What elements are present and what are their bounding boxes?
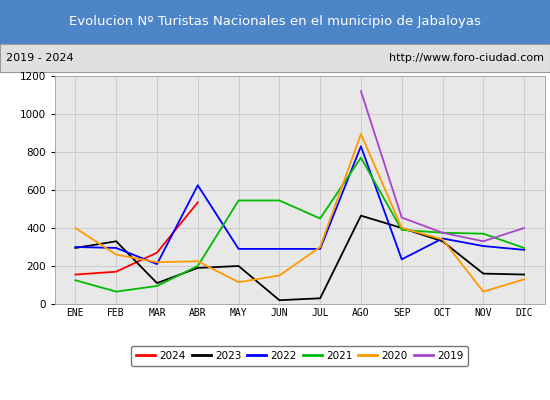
Text: 2019 - 2024: 2019 - 2024 bbox=[6, 53, 73, 63]
Text: http://www.foro-ciudad.com: http://www.foro-ciudad.com bbox=[389, 53, 544, 63]
Legend: 2024, 2023, 2022, 2021, 2020, 2019: 2024, 2023, 2022, 2021, 2020, 2019 bbox=[131, 346, 469, 366]
Text: Evolucion Nº Turistas Nacionales en el municipio de Jabaloyas: Evolucion Nº Turistas Nacionales en el m… bbox=[69, 16, 481, 28]
